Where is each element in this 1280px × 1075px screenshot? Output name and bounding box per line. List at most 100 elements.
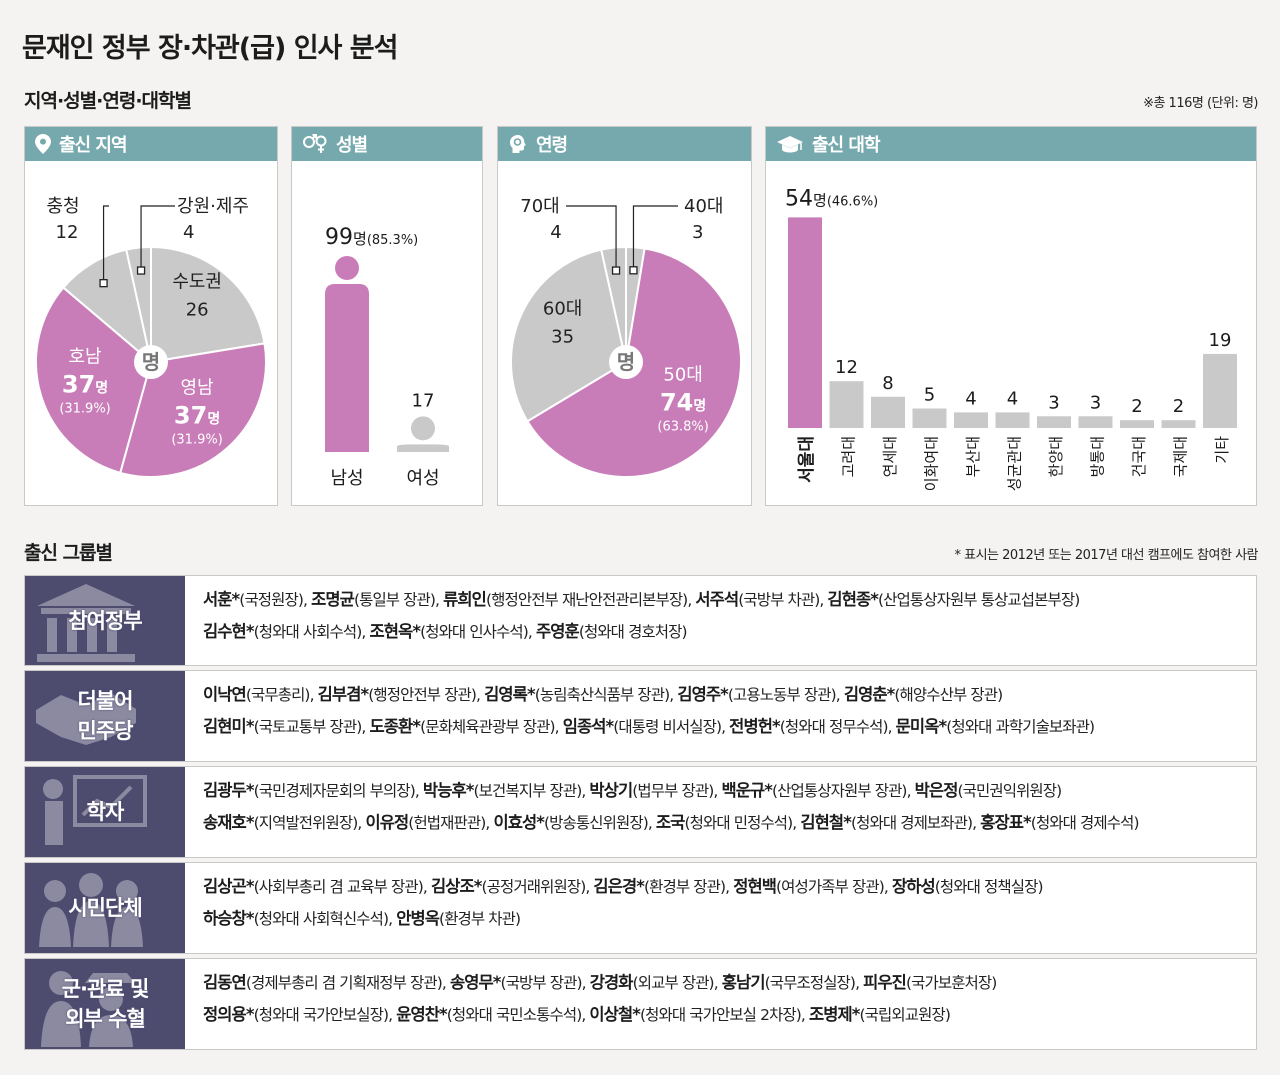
university-category-label: 방통대 bbox=[1089, 436, 1107, 477]
member-name: 임종석* bbox=[562, 717, 614, 736]
member-name: 김수현* bbox=[203, 622, 254, 641]
age-slice bbox=[510, 248, 628, 423]
member-role: (공정거래위원장), bbox=[481, 878, 594, 896]
member-name: 하승창* bbox=[203, 909, 254, 928]
group-label: 더불어 민주당 bbox=[25, 671, 185, 761]
member-role: (산업통상자원부 장관), bbox=[772, 782, 915, 800]
member-name: 강경화 bbox=[589, 973, 634, 992]
member-name: 이효성* bbox=[493, 813, 545, 832]
university-value: 4 bbox=[1007, 388, 1018, 409]
region-leader-line bbox=[140, 205, 175, 268]
member-role: (헌법재판관), bbox=[408, 814, 494, 832]
handshake-icon bbox=[36, 693, 136, 745]
group-members: 이낙연(국무총리), 김부겸*(행정안전부 장관), 김영록*(농림축산식품부 … bbox=[203, 679, 1250, 743]
region-leader-marker bbox=[136, 266, 146, 275]
member-role: (청와대 정책실장) bbox=[934, 878, 1044, 896]
region-panel-header: 출신 지역 bbox=[25, 127, 277, 161]
member-role: (국가보훈처장) bbox=[905, 974, 997, 992]
member-name: 김동연 bbox=[203, 973, 247, 992]
member-role: (국무조정실장), bbox=[764, 974, 864, 992]
region-value: 4 bbox=[183, 222, 194, 243]
region-panel: 출신 지역 명 수도권 26 영남 37명 (31.9%) 호남 37명 (31.9%) 충청 12… bbox=[24, 126, 278, 506]
member-name: 주영훈 bbox=[535, 622, 580, 641]
member-role: (국립외교원장) bbox=[859, 1006, 951, 1024]
age-label: 70대 bbox=[520, 196, 559, 217]
member-name: 이상철* bbox=[589, 1005, 640, 1024]
member-name: 김상곤* bbox=[203, 877, 254, 896]
group-members-line: 송재호*(지역발전위원장), 이유정(헌법재판관), 이효성*(방송통신위원장)… bbox=[203, 807, 1250, 839]
member-name: 김광두* bbox=[203, 781, 254, 800]
member-name: 김부겸* bbox=[317, 685, 369, 704]
age-center-unit: 명 bbox=[617, 350, 635, 374]
group-label: 참여정부 bbox=[25, 576, 185, 665]
age-center bbox=[609, 345, 643, 379]
member-role: (청와대 사회혁신수석), bbox=[253, 910, 397, 928]
government-building-icon bbox=[37, 584, 135, 662]
university-value: 2 bbox=[1173, 396, 1184, 417]
university-bar bbox=[954, 412, 988, 428]
age-panel: 연령 명 50대 74명 (63.8%) 60대 35 40대 3 70대 4 bbox=[497, 126, 752, 506]
member-name: 박상기 bbox=[589, 781, 633, 800]
member-role: (국민경제자문회의 부의장), bbox=[253, 782, 423, 800]
member-role: (국민권익위원장) bbox=[957, 782, 1062, 800]
region-percent: (31.9%) bbox=[171, 432, 222, 447]
age-panel-title: 연령 bbox=[536, 135, 568, 156]
age-panel-header: 연령 bbox=[498, 127, 751, 161]
member-name: 김영주* bbox=[677, 685, 728, 704]
group-label: 시민단체 bbox=[25, 863, 185, 953]
region-label: 영남 bbox=[181, 377, 214, 398]
age-value: 74명 bbox=[660, 389, 706, 417]
region-label: 강원·제주 bbox=[177, 196, 249, 217]
group-members-line: 이낙연(국무총리), 김부겸*(행정안전부 장관), 김영록*(농림축산식품부 … bbox=[203, 679, 1250, 711]
group-label: 군·관료 및 외부 수혈 bbox=[25, 959, 185, 1049]
member-name: 정현백 bbox=[733, 877, 777, 896]
region-slice bbox=[150, 245, 266, 364]
age-label: 40대 bbox=[684, 196, 723, 217]
member-name: 류희인 bbox=[443, 590, 487, 609]
region-center bbox=[134, 345, 168, 379]
university-category-label: 건국대 bbox=[1130, 436, 1148, 477]
member-name: 홍남기 bbox=[721, 973, 766, 992]
university-panel: 출신 대학 54명(46.6%) 서울대 12 고려대 8 연세대 5 이화여대 4 부산대 4 성균… bbox=[765, 126, 1257, 506]
member-name: 이유정 bbox=[365, 813, 409, 832]
university-bar bbox=[1037, 416, 1071, 428]
gender-value: 17 bbox=[412, 390, 435, 411]
university-category-label: 한양대 bbox=[1047, 436, 1065, 477]
member-name: 김현철* bbox=[800, 813, 851, 832]
member-name: 김영록* bbox=[484, 685, 535, 704]
group-label-text: 더불어 민주당 bbox=[77, 689, 134, 743]
page-title: 문재인 정부 장·차관(급) 인사 분석 bbox=[22, 33, 398, 64]
group-members-line: 김수현*(청와대 사회수석), 조현옥*(청와대 인사수석), 주영훈(청와대 … bbox=[203, 616, 1250, 648]
university-category-label: 부산대 bbox=[964, 436, 982, 477]
university-value: 3 bbox=[1090, 392, 1101, 413]
member-name: 서훈* bbox=[203, 590, 240, 609]
member-role: (지역발전위원장), bbox=[253, 814, 366, 832]
university-value: 19 bbox=[1209, 330, 1232, 351]
head-profile-icon bbox=[510, 135, 526, 153]
member-role: (경제부총리 겸 기획재정부 장관), bbox=[245, 974, 450, 992]
member-role: (외교부 장관), bbox=[632, 974, 722, 992]
region-percent: (31.9%) bbox=[59, 401, 110, 416]
age-value: 35 bbox=[551, 327, 574, 348]
group-label-text: 시민단체 bbox=[68, 896, 142, 920]
university-value: 8 bbox=[882, 373, 893, 394]
age-leader-line bbox=[632, 205, 678, 267]
age-pie-chart: 명 50대 74명 (63.8%) 60대 35 40대 3 70대 4 bbox=[510, 196, 742, 478]
age-label: 50대 bbox=[663, 365, 702, 386]
university-category-label: 서울대 bbox=[797, 436, 817, 483]
member-role: (청와대 국가안보실장), bbox=[253, 1006, 397, 1024]
member-role: (청와대 경호처장) bbox=[578, 623, 688, 641]
member-role: (해양수산부 장관) bbox=[894, 686, 1003, 704]
group-members-line: 정의용*(청와대 국가안보실장), 윤영찬*(청와대 국민소통수석), 이상철*… bbox=[203, 999, 1250, 1031]
age-leader-marker bbox=[611, 266, 621, 275]
group-label-text: 학자 bbox=[86, 800, 125, 824]
member-role: (행정안전부 재난안전관리본부장), bbox=[485, 591, 696, 609]
member-name: 백운규* bbox=[721, 781, 773, 800]
member-role: (방송통신위원장), bbox=[544, 814, 656, 832]
gender-figure-head bbox=[335, 255, 359, 280]
gender-bar-chart: 99명(85.3%) 남성 17 여성 bbox=[325, 225, 449, 489]
gender-bar-legs bbox=[336, 343, 358, 452]
member-name: 김상조* bbox=[430, 877, 482, 896]
member-name: 문미옥* bbox=[895, 717, 947, 736]
university-category-label: 성균관대 bbox=[1006, 436, 1024, 491]
